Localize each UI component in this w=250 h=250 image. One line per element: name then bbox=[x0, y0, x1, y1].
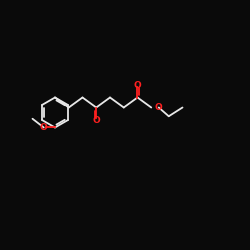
Text: O: O bbox=[40, 123, 48, 132]
Text: O: O bbox=[155, 103, 163, 112]
Text: O: O bbox=[92, 116, 100, 124]
Text: O: O bbox=[134, 80, 141, 90]
